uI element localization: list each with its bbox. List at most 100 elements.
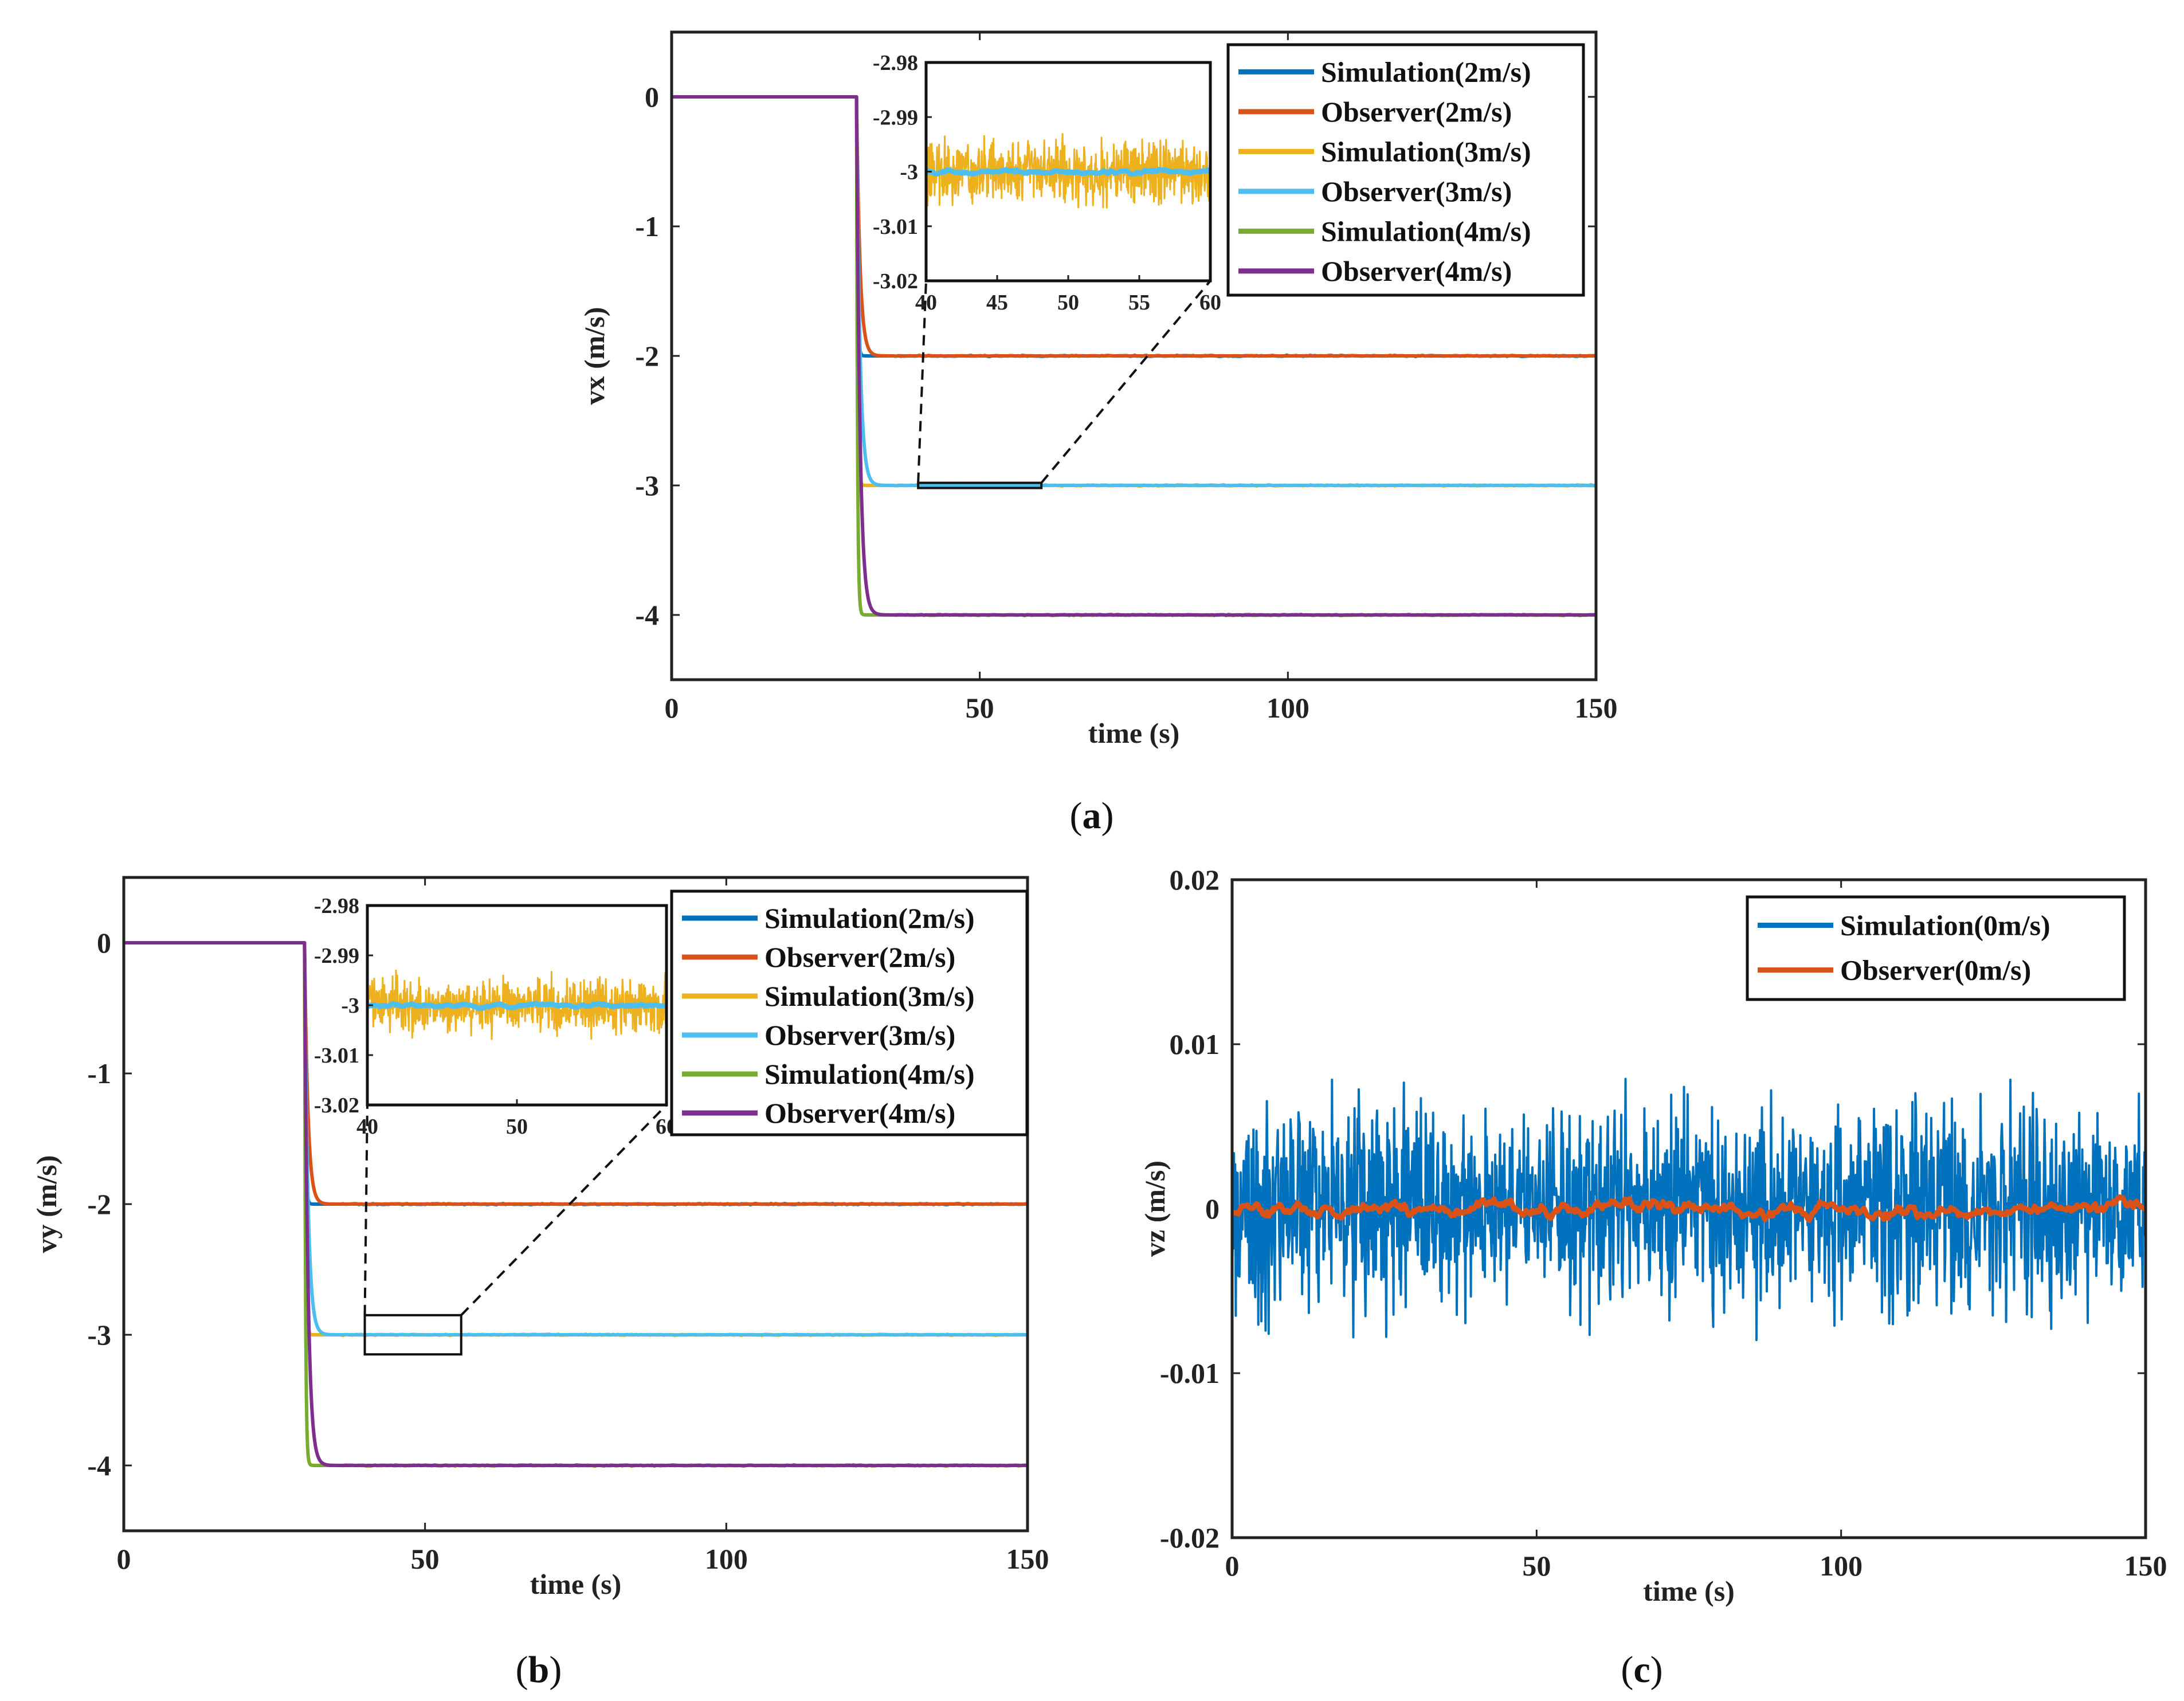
panel-c-xtick-label: 0 bbox=[1225, 1550, 1240, 1582]
panel-c: 0 50 100 150 0.02 0.01 0 -0.01 -0.02 time (s) vz (… bbox=[1139, 864, 2167, 1691]
panel-b-inset-ytick-label: -3 bbox=[341, 994, 359, 1018]
panel-a-legend-label-5: Observer(4m/s) bbox=[1321, 255, 1512, 287]
panel-a-xtick-label: 100 bbox=[1267, 692, 1309, 724]
panel-a-legend-label-4: Simulation(4m/s) bbox=[1321, 215, 1531, 247]
panel-a-paren-open: ( bbox=[1070, 795, 1083, 837]
panel-a-series-line-3 bbox=[672, 95, 1596, 488]
panel-b-inset-line-1 bbox=[367, 1001, 666, 1012]
panel-a-zoom-connector-right bbox=[1040, 280, 1211, 484]
panel-a-series-line-1 bbox=[672, 95, 1596, 358]
panel-b-series-line-1 bbox=[124, 941, 1028, 1206]
panel-a: 0 50 100 150 0 -1 -2 -3 -4 time (s) vx (m/s) 40 45 50… bbox=[578, 30, 1618, 837]
panel-a-legend-label-3: Observer(3m/s) bbox=[1321, 175, 1512, 207]
panel-c-paren-close: ) bbox=[1650, 1649, 1663, 1691]
panel-a-lines bbox=[672, 95, 1596, 618]
panel-a-xtick-label: 150 bbox=[1575, 692, 1618, 724]
panel-b-legend-label-0: Simulation(2m/s) bbox=[764, 902, 975, 934]
panel-b-inset-xtick-label: 50 bbox=[506, 1115, 528, 1139]
panel-a-inset-line-1 bbox=[926, 167, 1210, 177]
panel-a-series-line-5 bbox=[672, 95, 1596, 617]
panel-b-ytick-label: 0 bbox=[97, 927, 111, 959]
panel-c-ytick-label: 0.02 bbox=[1170, 864, 1220, 896]
panel-c-ytick-label: 0 bbox=[1205, 1193, 1220, 1225]
panel-a-ytick-label: -4 bbox=[635, 599, 659, 631]
panel-b-legend-label-2: Simulation(3m/s) bbox=[764, 980, 975, 1012]
panel-a-legend-label-0: Simulation(2m/s) bbox=[1321, 56, 1531, 88]
panel-b-paren-close: ) bbox=[549, 1649, 562, 1691]
panel-b-inset-ytick-label: -3.02 bbox=[314, 1094, 359, 1118]
panel-b-ytick-label: -1 bbox=[87, 1057, 111, 1089]
panel-b-inset-frame bbox=[366, 904, 668, 1107]
panel-b-zoom-connector-left bbox=[363, 1104, 368, 1315]
panel-c-paren-open: ( bbox=[1621, 1649, 1633, 1691]
panel-a-ylabel: vx (m/s) bbox=[578, 307, 610, 405]
panel-b-ytick-label: -2 bbox=[87, 1188, 111, 1220]
panel-c-ylabel: vz (m/s) bbox=[1139, 1161, 1171, 1257]
panel-a-inset-xtick-label: 55 bbox=[1128, 291, 1150, 315]
panel-b-inset-ytick-label: -2.98 bbox=[314, 894, 359, 918]
panel-c-xlabel: time (s) bbox=[1643, 1575, 1735, 1607]
panel-a-ytick-label: -1 bbox=[635, 210, 659, 242]
panel-b-xtick-label: 150 bbox=[1006, 1543, 1049, 1575]
panel-b-inset-ytick-label: -3.01 bbox=[314, 1044, 359, 1068]
panel-a-xtick-label: 0 bbox=[665, 692, 679, 724]
panel-a-ytick-label: 0 bbox=[645, 81, 659, 113]
panel-b-inset-ytick-label: -2.99 bbox=[314, 944, 359, 968]
panel-b-legend-label-4: Simulation(4m/s) bbox=[764, 1058, 975, 1090]
panel-b-axes-frame bbox=[122, 876, 1029, 1533]
panel-c-panel-label: (c) bbox=[1621, 1649, 1662, 1691]
panel-a-ytick-label: -3 bbox=[635, 469, 659, 501]
panel-b-xlabel: time (s) bbox=[530, 1568, 622, 1600]
panel-c-ytick-label: -0.02 bbox=[1160, 1522, 1220, 1554]
panel-c-series-line-1 bbox=[1232, 1194, 2146, 1224]
panel-a-inset-xtick-label: 60 bbox=[1199, 291, 1221, 315]
panel-a-inset-xtick-label: 50 bbox=[1057, 291, 1079, 315]
panel-a-inset-xtick-label: 45 bbox=[986, 291, 1008, 315]
panel-b-paren-open: ( bbox=[516, 1649, 528, 1691]
panel-a-inset-frame bbox=[924, 61, 1212, 283]
panel-b-xtick-label: 50 bbox=[411, 1543, 440, 1575]
panel-b-legend-label-1: Observer(2m/s) bbox=[764, 941, 955, 973]
panel-c-lines bbox=[1232, 1077, 2146, 1342]
panel-b-xtick-label: 100 bbox=[705, 1543, 748, 1575]
panel-c-panel-letter: c bbox=[1633, 1649, 1650, 1691]
panel-a-ytick-label: -2 bbox=[635, 340, 659, 372]
panel-a-axes-frame bbox=[670, 30, 1598, 681]
panel-b-inset-lines bbox=[367, 969, 666, 1040]
panel-b-zoom-connector-right bbox=[460, 1104, 668, 1316]
panel-b-series-line-3 bbox=[124, 941, 1028, 1337]
panel-b-lines bbox=[124, 941, 1028, 1468]
panel-c-ytick-label: 0.01 bbox=[1170, 1028, 1220, 1060]
panel-b-series-line-5 bbox=[124, 941, 1028, 1468]
panel-c-xtick-label: 150 bbox=[2124, 1550, 2167, 1582]
panel-b-panel-label: (b) bbox=[516, 1649, 562, 1691]
panel-a-inset-ytick-label: -2.98 bbox=[873, 51, 918, 75]
panel-b-xtick-label: 0 bbox=[117, 1543, 131, 1575]
panel-b-panel-letter: b bbox=[528, 1649, 550, 1691]
panel-b-legend-label-5: Observer(4m/s) bbox=[764, 1097, 955, 1129]
panel-a-legend bbox=[1226, 43, 1585, 297]
panel-a-inset-lines bbox=[926, 133, 1210, 209]
panel-b-legend-label-3: Observer(3m/s) bbox=[764, 1019, 955, 1051]
panel-a-panel-letter: a bbox=[1083, 795, 1101, 837]
panel-a-inset-ytick-label: -3.01 bbox=[873, 215, 918, 239]
panel-a-inset-ytick-label: -3.02 bbox=[873, 269, 918, 293]
panel-a-inset-xtick-label: 40 bbox=[915, 291, 937, 315]
panel-a-legend-label-2: Simulation(3m/s) bbox=[1321, 135, 1531, 167]
panel-b-zoom-box bbox=[363, 1314, 462, 1356]
panel-c-series-line-0 bbox=[1232, 1077, 2146, 1342]
panel-c-xtick-label: 50 bbox=[1522, 1550, 1551, 1582]
panel-b-inset-line-0 bbox=[367, 969, 666, 1040]
panel-c-ytick-label: -0.01 bbox=[1160, 1357, 1220, 1389]
panel-a-paren-close: ) bbox=[1101, 795, 1114, 837]
panel-a-panel-label: (a) bbox=[1070, 795, 1114, 837]
panel-a-inset-ytick-label: -3 bbox=[900, 160, 918, 185]
panel-a-zoom-box bbox=[917, 481, 1043, 489]
panel-a-legend-label-1: Observer(2m/s) bbox=[1321, 96, 1512, 128]
panel-c-legend-label-0: Simulation(0m/s) bbox=[1840, 910, 2050, 942]
panel-b-inset-xtick-label: 40 bbox=[356, 1115, 378, 1139]
panel-b-ytick-label: -4 bbox=[87, 1449, 111, 1481]
panel-c-legend-label-1: Observer(0m/s) bbox=[1840, 954, 2031, 986]
